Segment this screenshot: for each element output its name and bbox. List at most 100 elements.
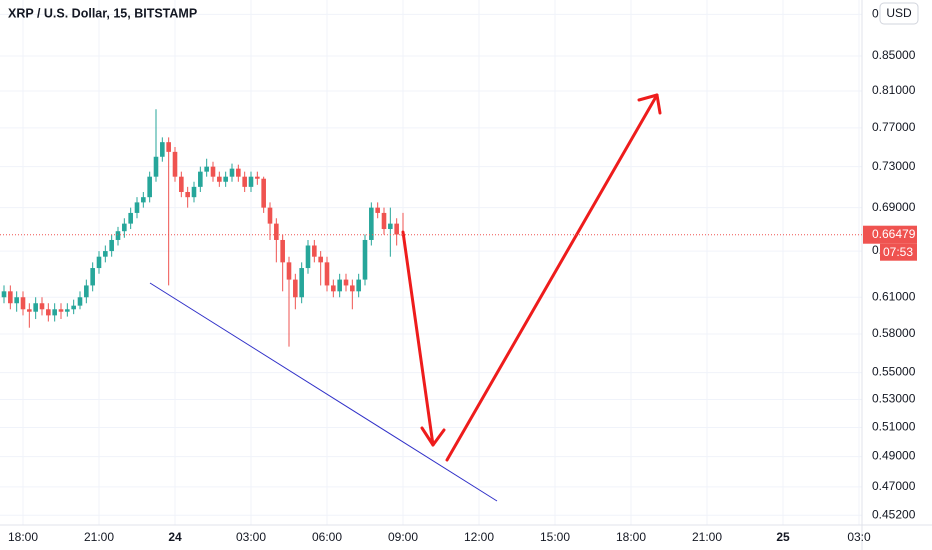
y-tick-label: 0.51000 (872, 420, 916, 434)
down-arrow (401, 230, 435, 447)
candle-body (236, 168, 241, 177)
candle-body (20, 297, 26, 310)
last-price-label: 0.66479 (872, 227, 916, 241)
x-tick-label: 21:00 (84, 530, 114, 544)
y-tick-label: 0.55000 (872, 365, 916, 379)
y-tick-label: 0.53000 (872, 392, 916, 406)
trend-line (149, 282, 498, 502)
candle-body (122, 223, 127, 232)
candle-body (280, 239, 285, 263)
countdown-label: 07:53 (883, 245, 913, 259)
y-tick-label: 0.73000 (872, 159, 916, 173)
candle-body (381, 212, 387, 230)
candle-body (33, 303, 38, 312)
candle-body (1, 291, 7, 298)
x-tick-label: 06:00 (312, 530, 342, 544)
x-tick-label: 09:00 (388, 530, 418, 544)
candle-body (362, 239, 368, 280)
candle-body (312, 245, 317, 257)
candle-body (52, 309, 57, 316)
x-tick-label: 18:00 (8, 530, 38, 544)
x-tick-label: 03:0 (847, 530, 871, 544)
candle-body (141, 197, 146, 203)
chart-title: XRP / U.S. Dollar, 15, BITSTAMP (8, 6, 197, 20)
candles (1, 109, 406, 347)
candle-body (172, 151, 178, 177)
candle-body (318, 256, 323, 263)
x-tick-label: 21:00 (692, 530, 722, 544)
candle-body (147, 176, 152, 198)
candle-body (394, 223, 399, 235)
candle-body (255, 176, 260, 179)
candle-body (331, 285, 336, 292)
up-arrow (445, 93, 659, 462)
candle-body (109, 239, 114, 252)
x-tick-label: 25 (776, 530, 790, 544)
candle-body (229, 168, 235, 177)
candle-body (248, 176, 254, 187)
y-tick-label: 0.49000 (872, 449, 916, 463)
y-tick-label: 0.47000 (872, 479, 916, 493)
candle-body (58, 309, 64, 312)
candle-body (299, 268, 304, 298)
currency-label[interactable]: USD (886, 6, 912, 20)
y-tick-label: 0.81000 (872, 83, 916, 97)
candle-body (8, 291, 13, 304)
x-tick-label: 24 (168, 530, 182, 544)
y-tick-label: 0.85000 (872, 48, 916, 62)
x-tick-label: 12:00 (464, 530, 494, 544)
candle-body (160, 142, 165, 157)
candle-body (369, 207, 374, 240)
countdown-tag (880, 243, 917, 261)
currency-button[interactable] (879, 2, 919, 25)
candle-body (39, 303, 45, 310)
candle-body (115, 231, 121, 240)
candle-body (90, 268, 95, 286)
x-tick-label: 15:00 (540, 530, 570, 544)
candle-body (223, 176, 228, 182)
candle-body (103, 251, 108, 257)
candle-body (204, 166, 209, 172)
candle-body (185, 191, 190, 198)
x-tick-label: 03:00 (236, 530, 266, 544)
candle-body (217, 176, 222, 182)
y-tick-label: 0.45200 (872, 507, 916, 521)
candle-body (128, 212, 133, 224)
candle-body (286, 262, 292, 280)
candle-body (343, 279, 349, 286)
candle-body (305, 245, 311, 269)
candle-body (84, 285, 89, 298)
candle-body (14, 297, 19, 304)
candle-body (261, 178, 266, 208)
candle-body (27, 309, 32, 312)
candle-body (375, 207, 380, 213)
arrows (401, 93, 662, 462)
y-tick-label: 0. (872, 7, 882, 21)
candle-body (46, 309, 51, 316)
candle-body (71, 305, 76, 310)
candle-body (134, 202, 140, 213)
down-arrow-head (420, 426, 446, 447)
candle-body (77, 297, 83, 306)
candle-body (210, 166, 216, 177)
candle-body (198, 171, 203, 187)
y-tick-label: 0.61000 (872, 289, 916, 303)
x-tick-label: 18:00 (616, 530, 646, 544)
y-tick-label: 0.58000 (872, 326, 916, 340)
candle-body (242, 176, 247, 187)
candle-body (274, 223, 279, 240)
y-tick-label: 0.77000 (872, 120, 916, 134)
candle-body (293, 279, 298, 298)
candle-body (267, 207, 273, 224)
candle-body (153, 156, 159, 177)
candle-body (96, 256, 102, 269)
up-arrow-head (637, 93, 662, 115)
candle-body (324, 262, 330, 286)
candle-body (65, 309, 70, 312)
candle-body (179, 176, 184, 192)
candle-body (388, 223, 393, 230)
candle-body (166, 142, 171, 152)
y-tick-label: 0. (872, 243, 882, 257)
candle-body (356, 279, 361, 292)
